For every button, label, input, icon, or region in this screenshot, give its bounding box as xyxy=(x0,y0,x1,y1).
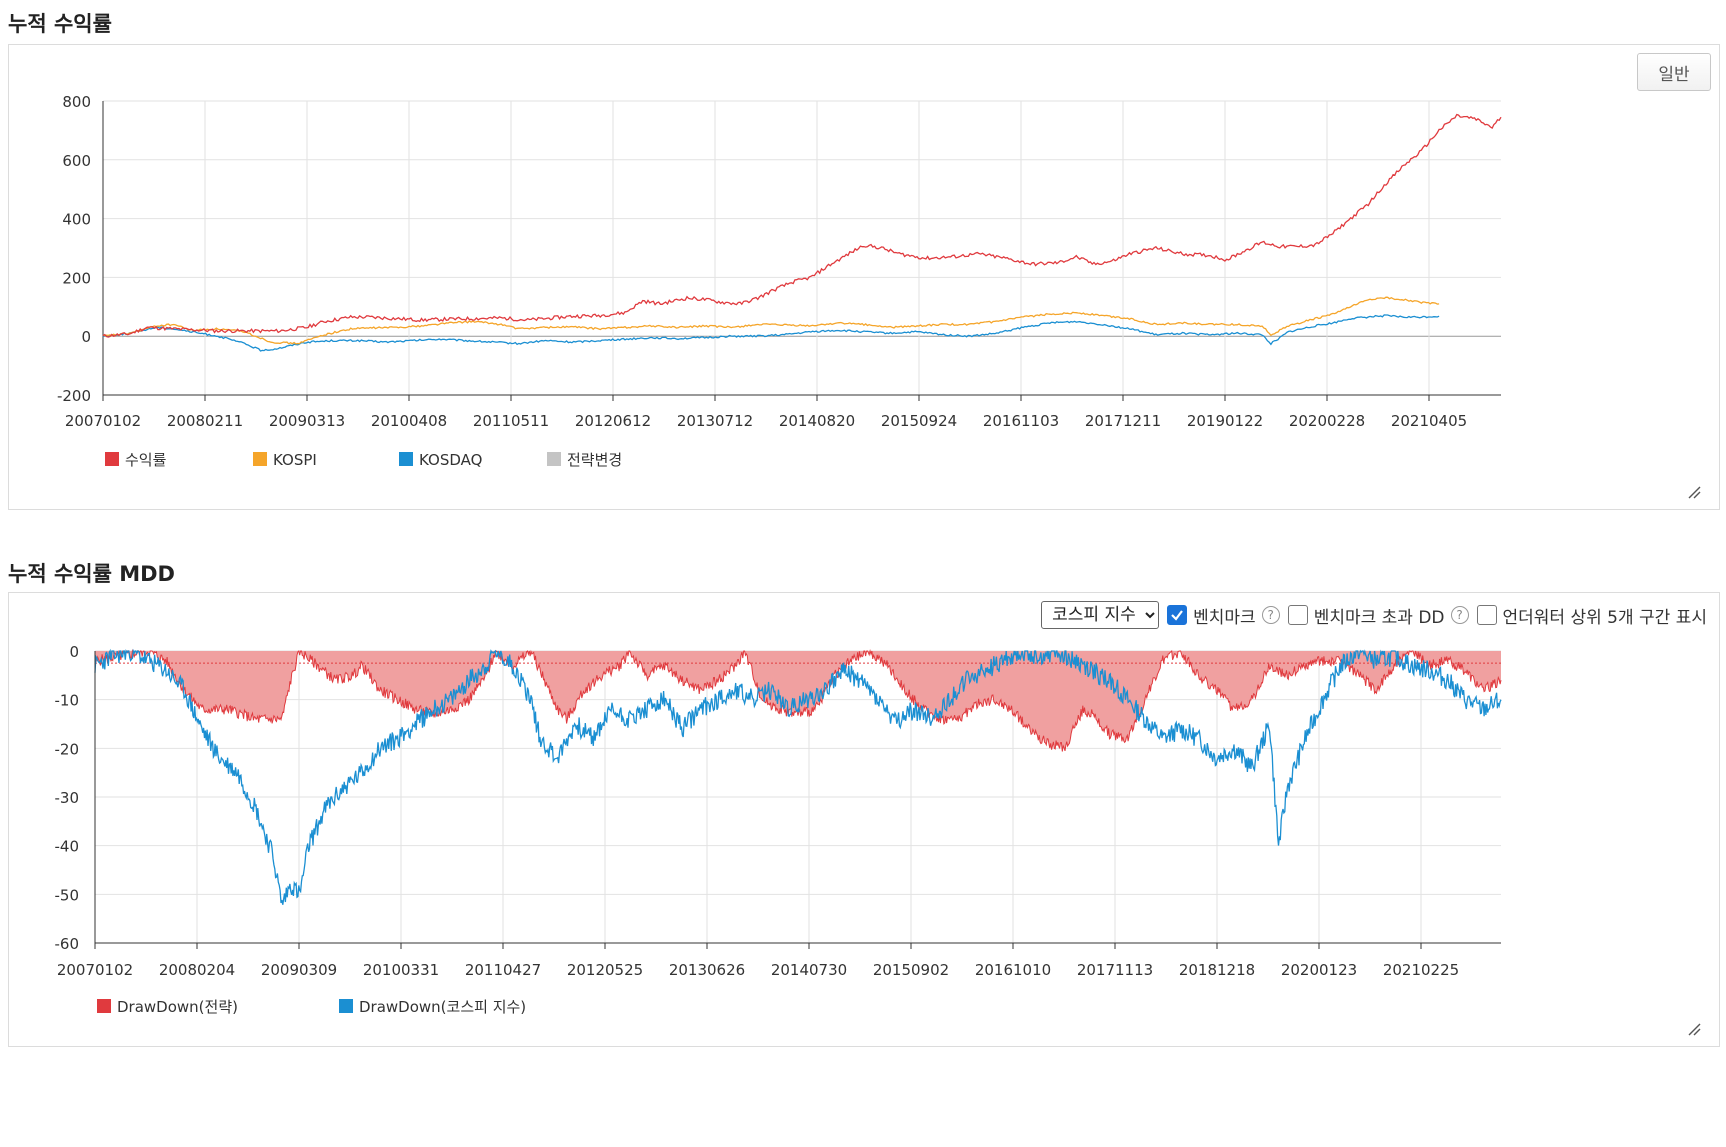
legend-label: DrawDown(전략) xyxy=(117,998,238,1016)
x-tick-label: 20200228 xyxy=(1289,412,1365,430)
x-tick-label: 20090313 xyxy=(269,412,345,430)
x-tick-label: 20120525 xyxy=(567,961,643,979)
y-tick-label: -30 xyxy=(55,789,80,807)
legend-swatch xyxy=(105,452,119,466)
x-tick-label: 20150924 xyxy=(881,412,957,430)
resize-handle-icon[interactable] xyxy=(1687,1022,1701,1036)
x-tick-label: 20210405 xyxy=(1391,412,1467,430)
check-icon xyxy=(1171,610,1184,621)
excess-dd-help-icon[interactable]: ? xyxy=(1450,606,1469,624)
benchmark-help-icon[interactable]: ? xyxy=(1261,606,1280,624)
excess-dd-toggle[interactable]: 벤치마크 초과 DD ? xyxy=(1287,603,1469,628)
x-tick-label: 20171211 xyxy=(1085,412,1161,430)
legend-label: DrawDown(코스피 지수) xyxy=(359,998,526,1016)
x-tick-label: 20171113 xyxy=(1077,961,1153,979)
y-tick-label: 800 xyxy=(62,93,91,111)
mode-general-button[interactable]: 일반 xyxy=(1637,53,1711,91)
mdd-controls: 코스피 지수 벤치마크 ? 벤치마크 초과 DD ? 언더워터 상위 5개 구간… xyxy=(1041,601,1707,629)
legend-label: 수익률 xyxy=(125,451,167,469)
series-line-KOSDAQ xyxy=(102,314,1440,352)
x-tick-label: 20090309 xyxy=(261,961,337,979)
legend-swatch xyxy=(339,999,353,1013)
y-tick-label: -60 xyxy=(55,935,80,953)
x-tick-label: 20110427 xyxy=(465,961,541,979)
y-tick-label: -200 xyxy=(57,387,91,405)
legend-label: KOSPI xyxy=(273,451,317,469)
resize-handle-icon[interactable] xyxy=(1687,485,1701,499)
x-tick-label: 20100408 xyxy=(371,412,447,430)
x-tick-label: 20150902 xyxy=(873,961,949,979)
mdd-panel: 코스피 지수 벤치마크 ? 벤치마크 초과 DD ? 언더워터 상위 5개 구간… xyxy=(8,592,1720,1047)
x-tick-label: 20130626 xyxy=(669,961,745,979)
cumulative-return-chart: -200 0 200 400 600 800 20070102 20080211 2009031… xyxy=(57,93,1502,469)
x-tick-label: 20140730 xyxy=(771,961,847,979)
y-tick-label: -20 xyxy=(55,740,80,758)
benchmark-label: 벤치마크 xyxy=(1193,607,1256,628)
y-tick-label: 200 xyxy=(62,269,91,287)
benchmark-select[interactable]: 코스피 지수 xyxy=(1041,601,1160,629)
x-tick-label: 20070102 xyxy=(57,961,133,979)
benchmark-checkbox[interactable] xyxy=(1167,605,1188,625)
section-title-mdd: 누적 수익률 MDD xyxy=(8,562,175,586)
legend-swatch xyxy=(399,452,413,466)
x-tick-label: 20190122 xyxy=(1187,412,1263,430)
cumulative-return-panel: 일반 -200 0 200 400 600 800 20070102 20080211 2009… xyxy=(8,44,1720,510)
y-tick-label: 0 xyxy=(69,643,79,661)
legend-swatch xyxy=(547,452,561,466)
benchmark-toggle[interactable]: 벤치마크 ? xyxy=(1167,603,1280,628)
kospi-drawdown-line xyxy=(94,648,1502,905)
x-tick-label: 20080211 xyxy=(167,412,243,430)
legend-label: 전략변경 xyxy=(567,451,622,469)
x-tick-label: 20110511 xyxy=(473,412,549,430)
strategy-drawdown-line xyxy=(94,649,1502,752)
x-tick-label: 20080204 xyxy=(159,961,235,979)
x-tick-label: 20120612 xyxy=(575,412,651,430)
x-tick-label: 20070102 xyxy=(65,412,141,430)
y-tick-label: 0 xyxy=(81,328,91,346)
y-tick-label: 600 xyxy=(62,152,91,170)
series-line-수익률 xyxy=(102,113,1502,338)
strategy-drawdown-area xyxy=(95,651,1501,752)
underwater-toggle[interactable]: 언더워터 상위 5개 구간 표시 xyxy=(1476,603,1707,628)
x-tick-label: 20140820 xyxy=(779,412,855,430)
x-tick-label: 20210225 xyxy=(1383,961,1459,979)
mdd-chart: -60 -50 -40 -30 -20 -10 0 20070102 20080204 20090… xyxy=(55,643,1502,1016)
legend-swatch xyxy=(253,452,267,466)
x-tick-label: 20100331 xyxy=(363,961,439,979)
section-title-cumulative-return: 누적 수익률 xyxy=(8,12,112,36)
legend-swatch xyxy=(97,999,111,1013)
underwater-label: 언더워터 상위 5개 구간 표시 xyxy=(1502,607,1707,628)
x-tick-label: 20161010 xyxy=(975,961,1051,979)
y-tick-label: -10 xyxy=(55,692,80,710)
y-tick-label: 400 xyxy=(62,211,91,229)
y-tick-label: -40 xyxy=(55,838,80,856)
excess-dd-checkbox[interactable] xyxy=(1287,605,1308,625)
underwater-checkbox[interactable] xyxy=(1476,605,1497,625)
series-line-KOSPI xyxy=(102,296,1440,345)
x-tick-label: 20200123 xyxy=(1281,961,1357,979)
x-tick-label: 20161103 xyxy=(983,412,1059,430)
legend-label: KOSDAQ xyxy=(419,451,482,469)
y-tick-label: -50 xyxy=(55,886,80,904)
x-tick-label: 20130712 xyxy=(677,412,753,430)
x-tick-label: 20181218 xyxy=(1179,961,1255,979)
excess-dd-label: 벤치마크 초과 DD xyxy=(1313,607,1445,628)
